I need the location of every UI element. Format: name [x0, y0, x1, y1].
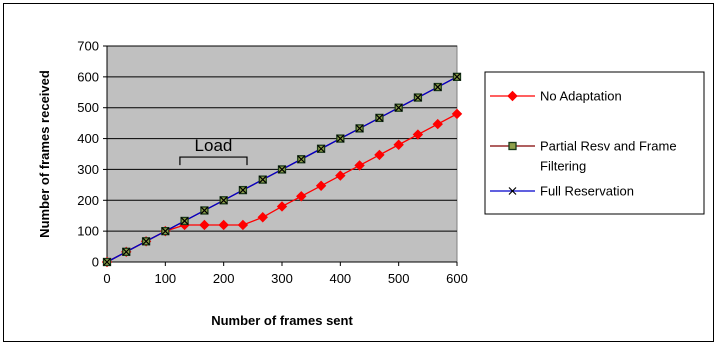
- load-bracket: [179, 156, 248, 166]
- y-axis-title: Number of frames received: [37, 70, 52, 238]
- no-adaptation-point: [335, 170, 346, 181]
- y-tick-label: 700: [77, 39, 99, 54]
- x-tick-label: 0: [103, 271, 110, 286]
- no-adaptation-point: [315, 180, 327, 191]
- y-tick-label: 300: [77, 162, 99, 177]
- full-reservation-point: [317, 144, 326, 153]
- no-adaptation-point: [374, 149, 385, 161]
- full-reservation-point: [394, 103, 403, 112]
- x-tick-label: 500: [388, 271, 410, 286]
- legend-label: Partial Resv and Frame: [540, 139, 677, 154]
- no-adaptation-point: [257, 212, 268, 223]
- y-tick-label: 0: [92, 255, 99, 270]
- no-adaptation-point: [296, 191, 307, 202]
- full-reservation-point: [278, 165, 286, 174]
- no-adaptation-point: [412, 129, 424, 140]
- full-reservation-point: [355, 124, 364, 133]
- y-tick-label: 200: [77, 193, 99, 208]
- full-reservation-point: [258, 175, 267, 184]
- full-reservation-point: [297, 155, 306, 164]
- x-tick-label: 400: [329, 271, 351, 286]
- full-reservation-point: [200, 206, 209, 215]
- no-adaptation-point: [354, 160, 365, 171]
- full-reservation-point: [413, 93, 422, 102]
- x-tick-label: 100: [154, 271, 176, 286]
- y-tick-label: 400: [77, 131, 99, 146]
- y-tick-label: 100: [77, 224, 99, 239]
- legend-label: No Adaptation: [540, 89, 622, 104]
- full-reservation-point: [238, 186, 247, 195]
- full-reservation-point: [219, 196, 228, 205]
- full-reservation-point: [142, 237, 151, 246]
- full-reservation-point: [161, 227, 170, 236]
- full-reservation-legend-point: [508, 187, 517, 195]
- no-adaptation-point: [451, 108, 463, 120]
- full-reservation-point: [375, 113, 384, 122]
- load-annotation: Load: [195, 136, 233, 155]
- y-tick-label: 600: [77, 69, 99, 84]
- no-adaptation-point: [199, 219, 210, 231]
- plot-area: [106, 45, 458, 263]
- no-adaptation-point: [432, 118, 443, 130]
- full-reservation-point: [122, 247, 131, 256]
- x-tick-label: 300: [271, 271, 293, 286]
- partial-resv-and-frame-filtering-legend-point: [508, 141, 517, 151]
- no-adaptation-point: [237, 219, 249, 231]
- x-tick-label: 600: [446, 271, 468, 286]
- no-adaptation-legend-point: [507, 90, 518, 102]
- legend-label: Full Reservation: [540, 184, 634, 199]
- no-adaptation-point: [276, 201, 288, 212]
- y-tick-label: 500: [77, 100, 99, 115]
- legend-label: Filtering: [540, 159, 586, 174]
- full-reservation-point: [453, 72, 461, 81]
- no-adaptation-point: [218, 219, 229, 231]
- full-reservation-point: [103, 258, 111, 266]
- no-adaptation-point: [393, 139, 404, 150]
- full-reservation-point: [433, 83, 442, 91]
- full-reservation-point: [180, 217, 189, 225]
- full-reservation-point: [336, 134, 345, 143]
- x-tick-label: 200: [213, 271, 235, 286]
- x-axis-title: Number of frames sent: [211, 313, 353, 328]
